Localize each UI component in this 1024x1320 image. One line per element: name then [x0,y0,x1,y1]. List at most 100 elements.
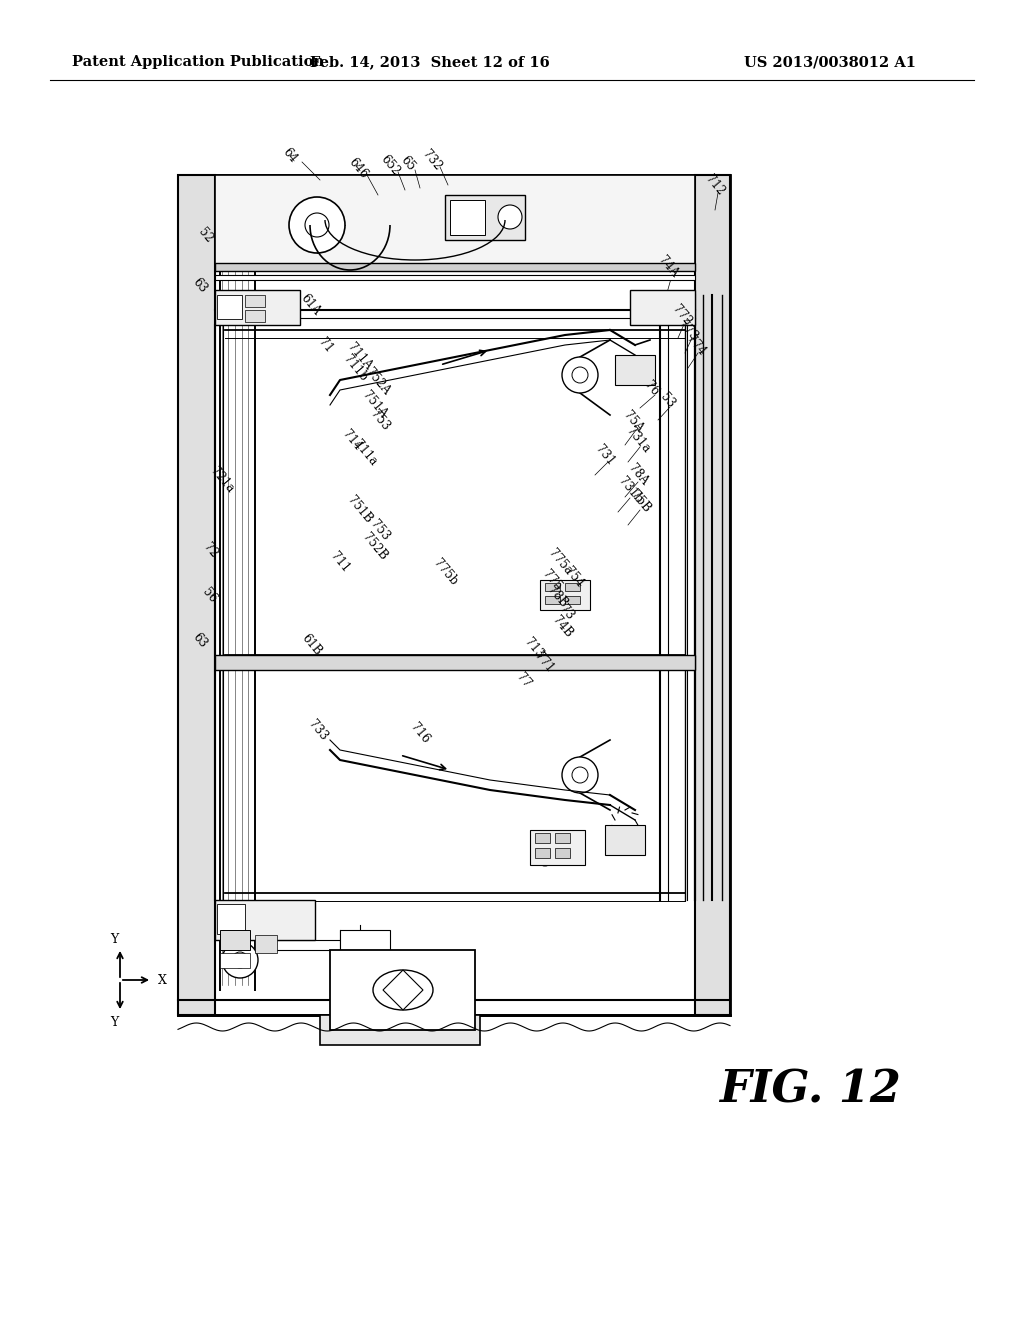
Text: 752A: 752A [364,366,393,399]
Text: 731a: 731a [624,425,652,455]
Text: 773: 773 [676,317,700,343]
Bar [217,294,242,319]
Text: 751B: 751B [345,494,375,527]
Circle shape [562,756,598,793]
Bar [565,583,580,591]
Text: X: X [158,974,167,986]
Text: 751A: 751A [360,389,390,421]
Text: 61B: 61B [299,632,325,659]
Bar [695,176,730,1015]
Bar [245,294,265,308]
Bar [255,935,278,953]
Bar [445,195,525,240]
Bar [178,176,215,1015]
Text: 73: 73 [557,602,577,622]
Text: 712: 712 [702,173,727,198]
Bar [215,275,695,280]
Circle shape [537,850,553,866]
Text: Y: Y [110,1016,118,1030]
Bar [535,847,550,858]
Bar [215,176,695,265]
Text: 772: 772 [670,302,694,327]
Circle shape [232,952,248,968]
Text: 63: 63 [190,630,210,649]
Text: 652: 652 [378,152,402,178]
Text: 753: 753 [368,407,392,433]
Text: 61A: 61A [298,292,323,318]
Text: US 2013/0038012 A1: US 2013/0038012 A1 [744,55,916,69]
Bar [630,290,695,325]
Text: 774: 774 [684,333,709,358]
Bar [340,931,390,965]
Ellipse shape [373,970,433,1010]
Text: 711A: 711A [345,341,375,374]
Text: 714: 714 [340,428,365,453]
Text: 64: 64 [281,145,300,165]
Bar [605,825,645,855]
Circle shape [289,197,345,253]
Text: FIG. 12: FIG. 12 [719,1068,901,1111]
Text: 713: 713 [522,635,546,661]
Text: 716: 716 [408,721,432,746]
Bar [545,597,560,605]
Text: 56: 56 [201,585,220,605]
Circle shape [498,205,522,228]
Circle shape [222,942,258,978]
Text: 78A: 78A [626,462,650,488]
Bar [615,355,655,385]
Text: 775: 775 [540,568,564,593]
Bar [330,950,475,1030]
Text: 754: 754 [562,564,586,590]
Text: 52: 52 [196,226,215,246]
Text: 71: 71 [315,335,335,355]
Bar [220,931,250,950]
Text: 771: 771 [531,649,556,675]
Text: 75B: 75B [628,488,652,515]
Circle shape [572,367,588,383]
Text: 752B: 752B [360,531,390,564]
Bar [215,263,695,271]
Text: 731: 731 [593,442,617,467]
Text: 775b: 775b [430,556,460,587]
Bar [215,655,695,671]
Circle shape [572,767,588,783]
Text: 711b: 711b [340,352,370,384]
Polygon shape [383,970,423,1010]
Bar [540,579,590,610]
Text: 75A: 75A [621,409,645,436]
Text: 732: 732 [420,148,444,173]
Text: 775a: 775a [546,546,574,577]
Text: 753: 753 [368,517,392,543]
Text: 646: 646 [346,156,371,181]
Text: Y: Y [110,933,118,946]
Bar [530,830,585,865]
Bar [555,847,570,858]
Text: 65: 65 [398,153,418,173]
Bar [450,201,485,235]
Text: 72: 72 [201,540,220,560]
Bar [545,583,560,591]
Bar [215,900,315,940]
Text: Feb. 14, 2013  Sheet 12 of 16: Feb. 14, 2013 Sheet 12 of 16 [310,55,550,69]
Text: 74A: 74A [655,253,681,280]
Bar [555,833,570,843]
Bar [565,597,580,605]
Bar [220,953,250,968]
Text: 74B: 74B [550,614,574,640]
Text: 76: 76 [642,378,662,397]
Circle shape [305,213,329,238]
Text: 721a: 721a [208,465,237,495]
Bar [217,904,245,935]
Text: 731b: 731b [615,474,645,506]
Text: 711: 711 [328,549,352,574]
Bar [245,310,265,322]
Text: 78B: 78B [545,583,569,610]
Text: 53: 53 [658,391,678,411]
Text: 63: 63 [190,275,210,294]
Bar [178,176,730,1015]
Text: 733: 733 [306,717,330,743]
Text: 711a: 711a [350,438,379,469]
Text: Patent Application Publication: Patent Application Publication [72,55,324,69]
Text: 77: 77 [514,671,534,690]
Bar [319,1015,480,1045]
